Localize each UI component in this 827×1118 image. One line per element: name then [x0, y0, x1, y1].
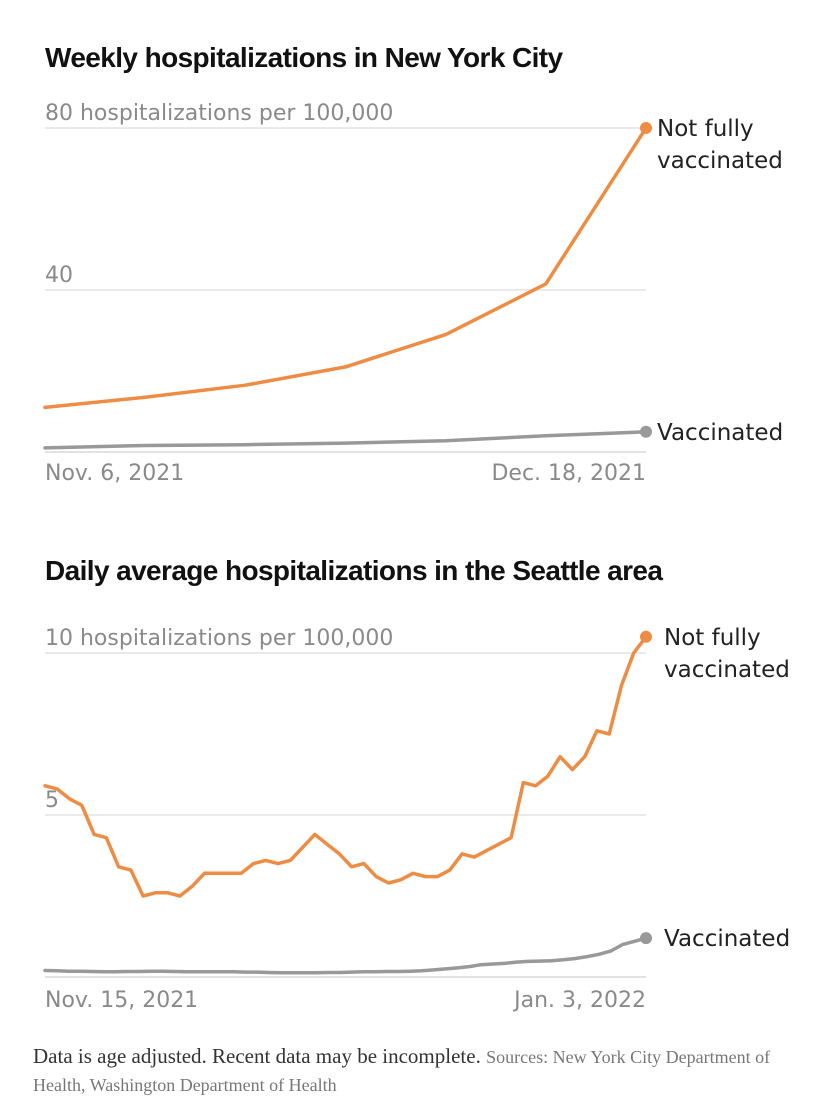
seattle-y-tick-label: 10 hospitalizations per 100,000 [45, 626, 393, 651]
seattle-not-fully-vaccinated-series-label-line: vaccinated [664, 657, 790, 683]
seattle-chart-title: Daily average hospitalizations in the Se… [45, 555, 663, 586]
nyc-not-fully-vaccinated-series-label-line: vaccinated [657, 148, 783, 174]
nyc-chart-plot: 40 80 hospitalizations per 100,000 Nov. 6,… [43, 101, 783, 486]
seattle-not-fully-vaccinated-line [43, 635, 648, 898]
nyc-y-tick-label: 40 [45, 263, 73, 288]
nyc-x-start-label: Nov. 6, 2021 [45, 461, 184, 486]
nyc-not-fully-vaccinated-series-label-line: Not fully [657, 116, 754, 142]
seattle-vaccinated-end-point [640, 932, 652, 945]
nyc-vaccinated-series-label-line: Vaccinated [657, 420, 783, 446]
nyc-y-tick-label: 80 hospitalizations per 100,000 [45, 101, 393, 126]
seattle-not-fully-vaccinated-series-label-line: Not fully [664, 625, 761, 651]
seattle-x-start-label: Nov. 15, 2021 [45, 988, 198, 1013]
nyc-chart-title: Weekly hospitalizations in New York City [45, 42, 563, 73]
footer: Data is age adjusted. Recent data may be… [33, 1043, 803, 1099]
nyc-not-fully-vaccinated-series-label: Not fully vaccinated [657, 116, 783, 174]
nyc-x-end-label: Dec. 18, 2021 [491, 461, 646, 486]
seattle-vaccinated-series-label: Vaccinated [664, 926, 790, 952]
seattle-x-end-label: Jan. 3, 2022 [512, 988, 646, 1013]
seattle-vaccinated-series-label-line: Vaccinated [664, 926, 790, 952]
footer-sources: Sources: New York City Department of Hea… [33, 1047, 771, 1095]
nyc-vaccinated-line [43, 430, 648, 450]
nyc-vaccinated-end-point [640, 425, 652, 438]
nyc-not-fully-vaccinated-end-point [640, 122, 652, 134]
nyc-not-fully-vaccinated-line [43, 126, 648, 410]
seattle-vaccinated-line [43, 936, 648, 975]
nyc-vaccinated-series-label: Vaccinated [657, 420, 783, 446]
seattle-not-fully-vaccinated-end-point [640, 630, 652, 643]
seattle-not-fully-vaccinated-series-label: Not fully vaccinated [664, 625, 790, 683]
footer-note: Data is age adjusted. Recent data may be… [33, 1044, 481, 1068]
seattle-y-tick-label: 5 [45, 788, 59, 813]
seattle-chart-plot: 5 10 hospitalizations per 100,000 Nov. 15,… [43, 625, 790, 1013]
